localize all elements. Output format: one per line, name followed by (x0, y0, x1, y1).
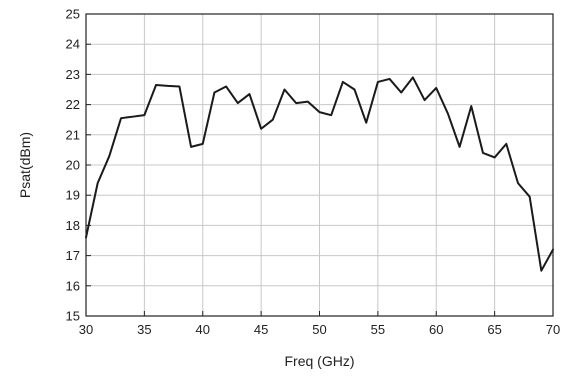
x-tick-label: 50 (312, 322, 326, 337)
x-tick-label: 30 (79, 322, 93, 337)
y-tick-label: 24 (66, 37, 80, 52)
y-tick-label: 18 (66, 218, 80, 233)
y-axis-label: Psat(dBm) (17, 132, 33, 198)
y-tick-label: 23 (66, 67, 80, 82)
y-tick-label: 15 (66, 309, 80, 324)
y-tick-label: 22 (66, 97, 80, 112)
y-tick-label: 20 (66, 158, 80, 173)
y-tick-label: 21 (66, 127, 80, 142)
x-tick-label: 55 (371, 322, 385, 337)
y-tick-label: 17 (66, 248, 80, 263)
grid-lines (86, 14, 553, 316)
x-tick-label: 40 (196, 322, 210, 337)
x-tick-label: 65 (487, 322, 501, 337)
axis-ticks: 30 35 40 45 50 55 60 65 70 15 16 17 18 19 20 21 22 23 24 25 (66, 7, 561, 338)
x-tick-label: 70 (546, 322, 560, 337)
x-tick-label: 60 (429, 322, 443, 337)
y-tick-label: 16 (66, 278, 80, 293)
y-tick-label: 19 (66, 188, 80, 203)
series-layer (85, 76, 554, 272)
x-axis-label: Freq (GHz) (285, 353, 355, 369)
x-tick-label: 35 (137, 322, 151, 337)
psat-series-line (85, 76, 554, 272)
x-tick-label: 45 (254, 322, 268, 337)
y-tick-label: 25 (66, 7, 80, 22)
